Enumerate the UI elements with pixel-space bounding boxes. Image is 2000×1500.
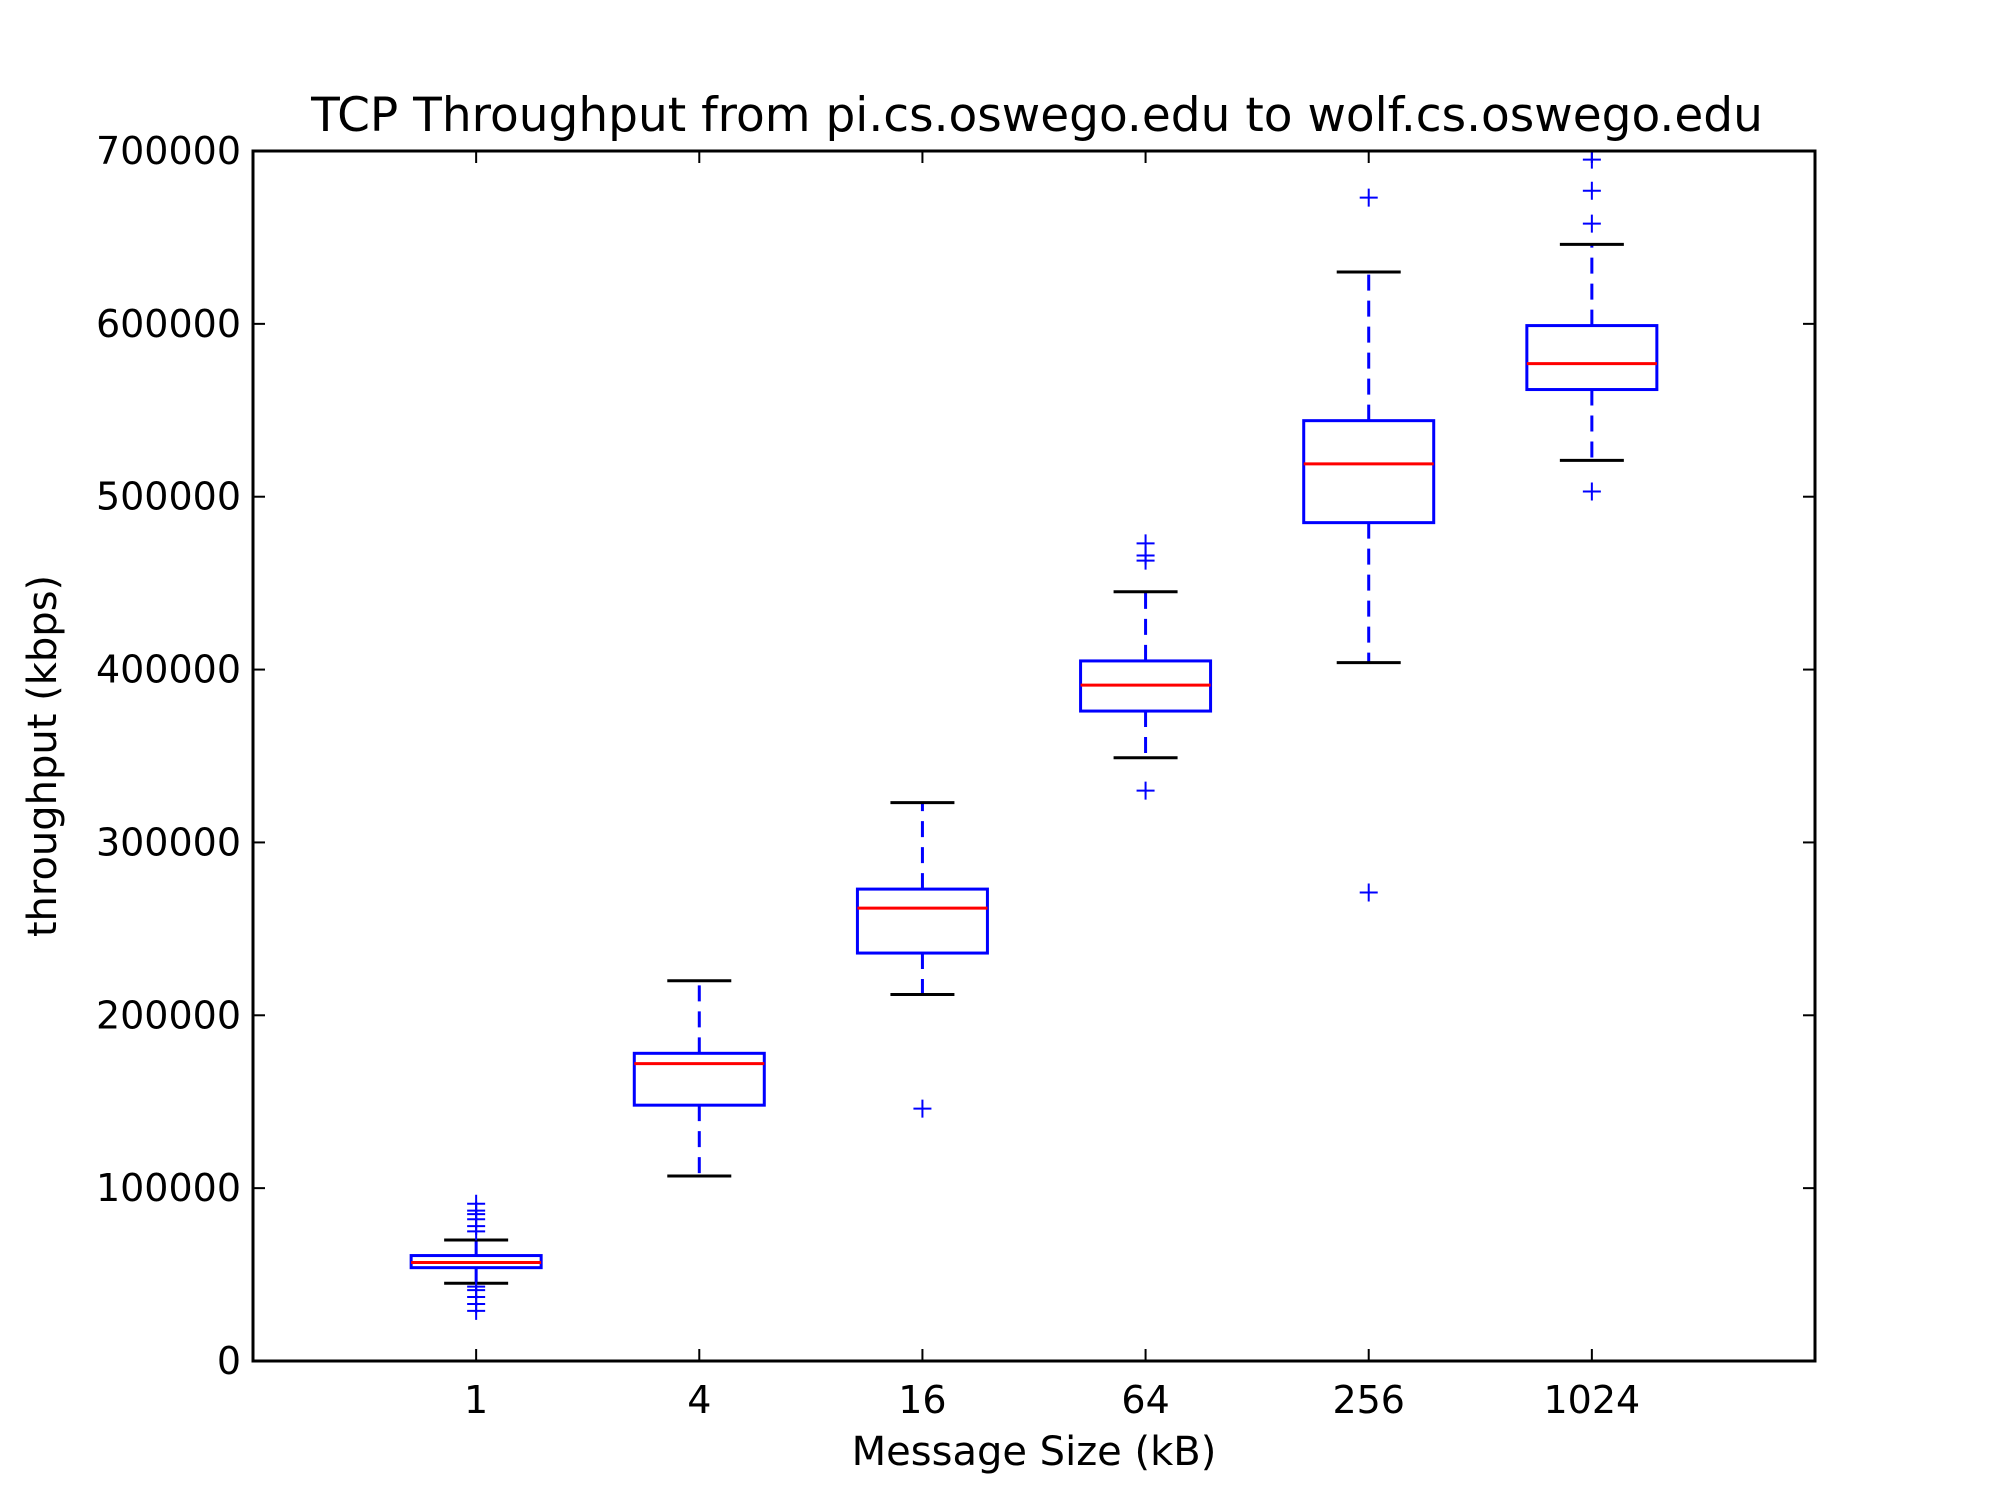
outlier-point [467, 1194, 486, 1213]
outlier-point [1359, 188, 1378, 207]
outlier-point [1359, 883, 1378, 902]
x-axis: 1 4 16 64 256 1024 [464, 151, 1640, 1422]
y-tick-label: 200000 [96, 993, 241, 1037]
y-tick-label: 700000 [96, 129, 241, 173]
y-axis: 0 100000 200000 300000 400000 500000 600000 700… [96, 129, 1815, 1383]
box-16 [855, 801, 989, 1118]
x-tick-label: 1 [464, 1378, 488, 1422]
outlier-point [1582, 214, 1601, 233]
box-1 [409, 1194, 543, 1320]
box-1024 [1525, 150, 1659, 501]
y-tick-label: 400000 [96, 648, 241, 692]
iqr-box [632, 1051, 766, 1107]
y-tick-label: 300000 [96, 820, 241, 864]
y-tick-label: 100000 [96, 1166, 241, 1210]
x-tick-label: 4 [687, 1378, 711, 1422]
y-axis-label: throughput (kbps) [20, 575, 66, 937]
plot-area [253, 151, 1815, 1361]
outlier-point [1136, 781, 1155, 800]
x-axis-label: Message Size (kB) [852, 1429, 1217, 1475]
x-tick-label: 16 [898, 1378, 946, 1422]
y-tick-label: 500000 [96, 475, 241, 519]
iqr-box [855, 887, 989, 955]
x-tick-label: 256 [1332, 1378, 1405, 1422]
outlier-point [467, 1277, 486, 1296]
box-256 [1302, 188, 1436, 902]
box-64 [1079, 534, 1213, 800]
outlier-point [1582, 482, 1601, 501]
outlier-point [1582, 181, 1601, 200]
y-tick-label: 0 [217, 1339, 241, 1383]
y-tick-label: 600000 [96, 302, 241, 346]
outlier-point [1136, 534, 1155, 553]
outlier-point [913, 1099, 932, 1118]
iqr-box [1302, 419, 1436, 525]
plot-frame [251, 149, 1817, 1363]
x-tick-label: 1024 [1543, 1378, 1640, 1422]
iqr-box [1525, 324, 1659, 392]
box-series [409, 150, 1659, 1320]
x-tick-label: 64 [1121, 1378, 1169, 1422]
outlier-point [1582, 150, 1601, 169]
box-4 [632, 979, 766, 1178]
chart-title: TCP Throughput from pi.cs.oswego.edu to … [310, 88, 1763, 143]
